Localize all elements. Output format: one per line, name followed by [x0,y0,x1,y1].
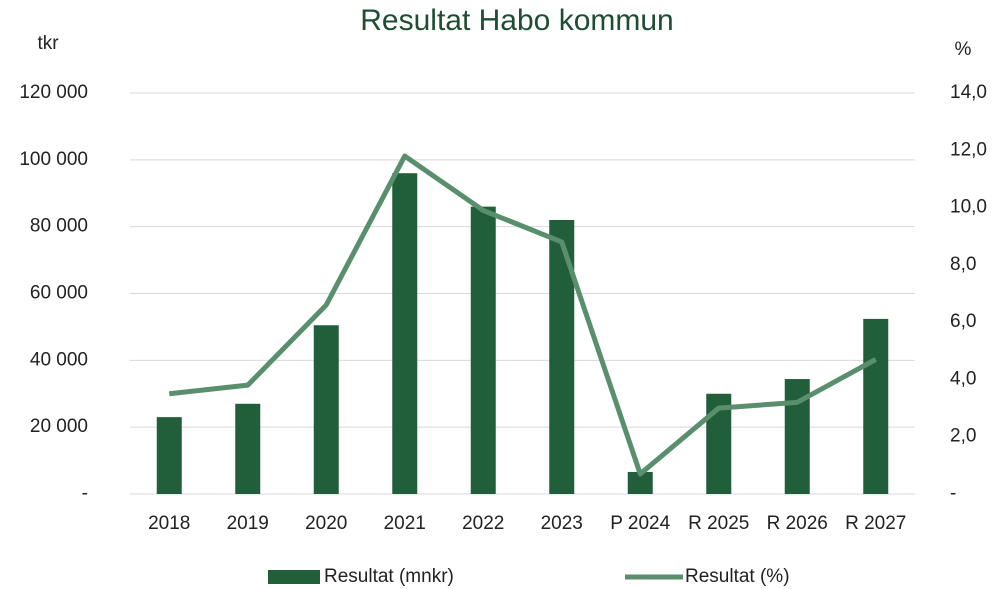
y-axis-label: tkr [37,33,59,54]
y2-tick-label: 6,0 [950,311,976,332]
legend-label: Resultat (mnkr) [324,566,454,587]
y2-tick-label: - [950,483,956,504]
x-tick-label: R 2025 [688,513,749,534]
x-tick-label: 2022 [462,513,504,534]
y2-tick-label: 14,0 [950,82,987,103]
bar [313,325,339,494]
y-tick-label: - [82,483,88,504]
bar [156,417,182,494]
y-tick-label: 120 000 [19,82,88,103]
bar [863,318,889,494]
line [168,153,877,477]
x-tick-label: 2020 [305,513,347,534]
y2-tick-label: 8,0 [950,254,976,275]
y2-tick-label: 12,0 [950,139,987,160]
x-tick-label: P 2024 [610,513,670,534]
x-tick-label: R 2027 [845,513,906,534]
legend-label: Resultat (%) [685,566,790,587]
x-tick-label: 2021 [384,513,426,534]
y2-tick-label: 4,0 [950,368,976,389]
y-tick-label: 60 000 [30,283,88,304]
x-tick-label: 2019 [227,513,269,534]
y-tick-label: 20 000 [30,416,88,437]
legend-swatch [268,570,320,584]
y2-tick-label: 10,0 [950,197,987,218]
y2-axis-label: % [955,39,972,60]
y-tick-label: 80 000 [30,216,88,237]
bar [470,206,496,494]
y-tick-label: 100 000 [19,149,88,170]
x-tick-label: 2023 [541,513,583,534]
chart-title: Resultat Habo kommun [360,4,673,37]
y-tick-label: 40 000 [30,349,88,370]
x-tick-label: 2018 [148,513,190,534]
bar [627,471,653,494]
x-tick-label: R 2026 [767,513,828,534]
bar [392,173,418,494]
y2-tick-label: 2,0 [950,426,976,447]
bar [235,403,261,494]
